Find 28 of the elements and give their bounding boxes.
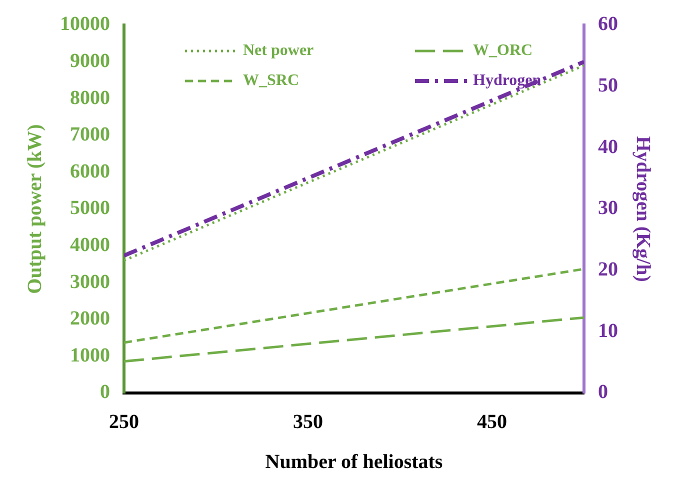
y2-tick-label: 30 <box>598 197 618 220</box>
y-tick-label: 6000 <box>70 160 110 182</box>
legend-label: W_ORC <box>473 42 533 60</box>
y-tick-label: 0 <box>100 381 110 404</box>
y2-tick-label: 50 <box>598 74 618 97</box>
y2-tick-label: 10 <box>598 320 618 342</box>
y-tick-label: 4000 <box>70 234 110 256</box>
legend-label: Hydrogen <box>473 72 542 90</box>
y2-axis-title: Hydrogen (Kg/h) <box>632 136 654 282</box>
y-tick-label: 1000 <box>70 344 110 366</box>
y-tick-label: 5000 <box>70 197 110 220</box>
y-tick-label: 9000 <box>70 50 110 72</box>
x-tick-label: 250 <box>109 411 139 434</box>
legend-label: Net power <box>243 42 314 60</box>
y2-tick-label: 20 <box>598 258 618 281</box>
y-tick-label: 7000 <box>70 124 110 146</box>
legend-label: W_SRC <box>243 72 300 90</box>
y-axis-title: Output power (kW) <box>24 124 46 294</box>
y2-tick-label: 40 <box>598 136 618 158</box>
x-tick-label: 350 <box>293 411 323 434</box>
y-tick-label: 8000 <box>70 86 110 109</box>
y-tick-label: 2000 <box>70 308 110 330</box>
x-axis-title: Number of heliostats <box>265 451 443 474</box>
x-tick-label: 450 <box>477 411 507 434</box>
y-tick-label: 3000 <box>70 270 110 293</box>
y2-tick-label: 0 <box>598 381 608 404</box>
y-tick-label: 10000 <box>60 13 110 36</box>
y2-tick-label: 60 <box>598 13 618 36</box>
